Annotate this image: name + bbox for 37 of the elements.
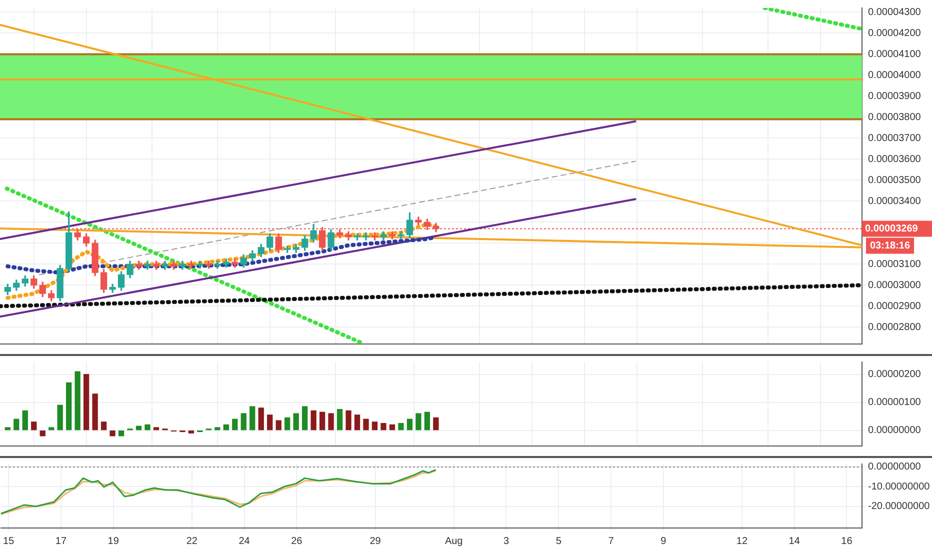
ref-line-label: 0.00003269 (865, 223, 918, 234)
x-tick-label: 22 (186, 536, 198, 547)
y-tick-label: 0.00000200 (868, 369, 922, 380)
y-tick-label: 0.00002800 (868, 322, 922, 333)
y-tick-label: 0.00003800 (868, 112, 922, 123)
x-tick-label: 3 (503, 536, 510, 547)
text: 03:18:16 (870, 240, 910, 252)
y-tick-label: 0.00003100 (868, 258, 922, 270)
y-tick-label: 0.00004100 (868, 48, 922, 60)
x-tick-label: 7 (608, 536, 614, 547)
x-tick-label: 24 (238, 536, 250, 547)
y-tick-label: 0.00002900 (868, 300, 922, 312)
x-tick-label: 26 (291, 536, 303, 547)
x-tick-label: 17 (55, 536, 67, 547)
y-tick-label: 0.00000100 (868, 397, 922, 408)
y-tick-label: 0.00000000 (868, 425, 922, 436)
y-tick-label: 0.00003000 (868, 280, 922, 291)
y-tick-label: 0.00003600 (868, 154, 922, 165)
x-tick-label: 16 (841, 536, 853, 547)
y-tick-label: 0.00004200 (868, 28, 922, 39)
y-tick-label: -20.00000000 (868, 501, 930, 512)
x-tick-label: 19 (108, 536, 120, 547)
y-tick-label: 0.00003400 (868, 196, 922, 207)
y-tick-label: 0.00003500 (868, 174, 922, 186)
x-tick-label: 5 (556, 536, 562, 547)
y-tick-label: -10.00000000 (868, 481, 930, 492)
y-tick-label: 0.00003900 (868, 90, 922, 102)
x-tick-label: 29 (370, 536, 382, 547)
y-tick-label: 0.00004000 (868, 70, 922, 81)
y-tick-label: 0.00000000 (868, 462, 922, 473)
x-tick-label: 15 (3, 536, 15, 547)
y-tick-label: 0.00003700 (868, 132, 922, 144)
x-tick-label: 12 (736, 536, 748, 547)
x-tick-label: Aug (444, 536, 463, 547)
y-tick-label: 0.00004300 (868, 6, 922, 18)
x-tick-label: 9 (660, 536, 667, 547)
x-tick-label: 14 (788, 536, 800, 547)
